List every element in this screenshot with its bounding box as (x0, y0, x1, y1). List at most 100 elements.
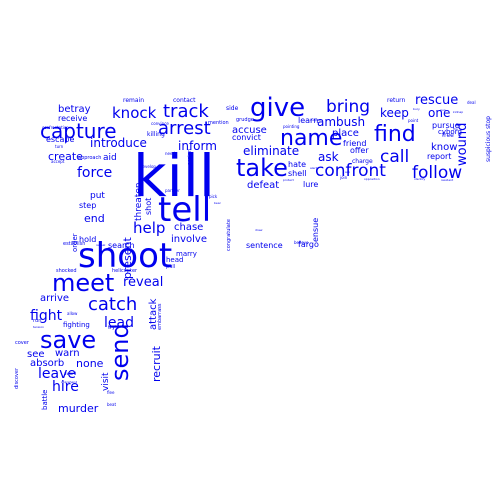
word-22: fight (30, 308, 63, 324)
word-95: run (33, 318, 41, 324)
word-94: establish (63, 241, 85, 247)
word-121: apprehend (61, 380, 77, 384)
word-21: leave (38, 366, 76, 382)
word-43: know (431, 142, 457, 153)
word-90: embarrass (157, 303, 163, 330)
word-57: receive (58, 114, 87, 123)
word-60: friend (343, 139, 366, 148)
word-112: accept (51, 159, 65, 164)
word-2: tell (158, 190, 211, 230)
word-72: ensue (311, 218, 320, 242)
word-114: develop (140, 164, 156, 169)
word-73: fargo (298, 240, 319, 249)
word-81: free (442, 132, 454, 139)
word-45: defeat (247, 180, 279, 191)
word-75: marry (176, 250, 197, 258)
word-127: protect (283, 178, 295, 182)
word-63: lure (303, 180, 318, 189)
word-71: sentence (246, 241, 283, 250)
word-66: offer (350, 146, 369, 155)
word-18: knock (112, 104, 157, 122)
word-39: present (121, 236, 134, 279)
word-33: ask (318, 150, 339, 164)
word-86: side (226, 105, 239, 112)
word-111: flee (107, 390, 115, 395)
word-26: wound (455, 123, 470, 166)
word-54: threaten (134, 182, 144, 221)
word-41: accuse (232, 125, 267, 136)
word-4: take (236, 154, 288, 182)
word-25: rescue (415, 93, 458, 108)
word-97: discover (14, 367, 20, 389)
word-100: grudge (236, 117, 254, 123)
word-68: hold (79, 235, 96, 244)
word-37: murder (58, 402, 99, 415)
word-116: pick (209, 194, 218, 199)
word-135: draw (255, 228, 263, 232)
word-104: partner (165, 188, 180, 193)
word-99: congratulate (226, 219, 232, 251)
word-7: save (40, 326, 96, 354)
word-56: aid (103, 153, 117, 163)
word-46: chase (174, 222, 203, 233)
word-49: arrive (40, 293, 69, 304)
word-118: believe (294, 240, 309, 245)
word-74: shot (144, 198, 153, 215)
word-129: kidnap (453, 110, 463, 114)
word-12: arrest (158, 118, 211, 139)
word-48: attack (148, 298, 159, 330)
word-38: none (76, 357, 104, 370)
word-14: confront (315, 161, 386, 181)
word-106: confrontation (42, 125, 69, 130)
word-87: return (387, 97, 406, 104)
word-0: kill (133, 142, 215, 210)
word-61: pursue (432, 121, 460, 130)
word-88: killing (147, 131, 165, 138)
word-30: eliminate (243, 144, 299, 158)
word-107: join (339, 175, 348, 180)
word-126: alert (310, 166, 318, 170)
word-101: mention (208, 120, 229, 126)
word-83: suspicious stop (485, 116, 492, 162)
word-109: award (64, 371, 77, 376)
word-59: learn (298, 116, 318, 125)
word-16: bring (326, 97, 370, 117)
word-78: order (71, 233, 79, 252)
word-113: point (408, 118, 419, 123)
word-93: helicopter (112, 268, 138, 274)
word-82: charge (352, 158, 373, 165)
word-84: remain (123, 97, 144, 104)
word-110: beat (107, 402, 116, 407)
word-44: betray (58, 104, 91, 115)
word-24: hire (52, 379, 79, 395)
word-11: track (163, 101, 209, 122)
word-65: shell (288, 169, 307, 178)
word-92: shocked (56, 268, 77, 274)
word-125: identify (414, 177, 425, 181)
word-115: convince (151, 121, 169, 126)
word-128: bury (413, 107, 420, 111)
word-36: end (84, 212, 105, 225)
word-70: step (79, 201, 96, 210)
word-119: deal (467, 100, 476, 105)
word-108: allow (67, 311, 78, 316)
word-27: reveal (123, 275, 163, 290)
word-40: recruit (150, 345, 163, 382)
word-32: one (428, 106, 450, 120)
word-96: try (108, 325, 115, 331)
word-23: lead (104, 315, 134, 331)
word-34: introduce (90, 136, 147, 150)
word-19: help (133, 219, 165, 237)
word-91: pull (166, 264, 175, 270)
word-8: find (374, 122, 416, 147)
word-42: place (332, 128, 359, 139)
word-98: cover (15, 340, 30, 346)
word-3: give (250, 93, 305, 123)
word-10: capture (40, 119, 117, 143)
word-47: involve (171, 234, 207, 245)
word-102: assign (187, 149, 193, 165)
word-64: hate (288, 160, 306, 169)
word-13: catch (88, 294, 137, 315)
